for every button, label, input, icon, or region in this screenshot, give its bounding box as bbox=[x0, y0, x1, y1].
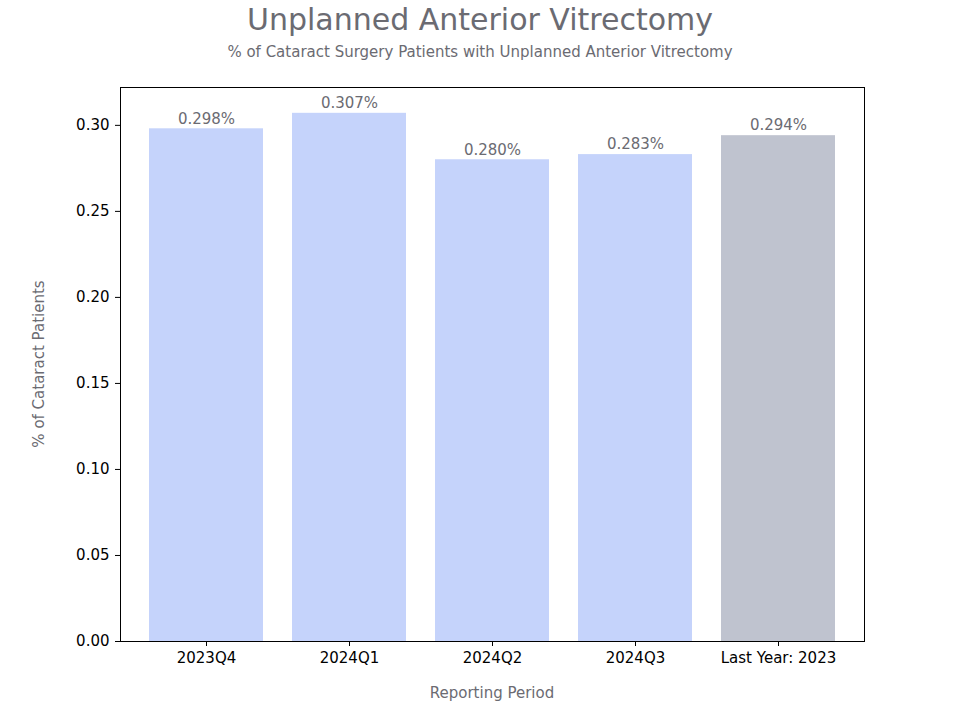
svg-text:0.294%: 0.294% bbox=[750, 116, 807, 134]
svg-text:0.25: 0.25 bbox=[76, 202, 109, 220]
svg-text:2024Q2: 2024Q2 bbox=[463, 649, 523, 667]
svg-text:% of Cataract Patients: % of Cataract Patients bbox=[30, 280, 48, 447]
svg-text:0.30: 0.30 bbox=[76, 116, 109, 134]
svg-text:0.15: 0.15 bbox=[76, 374, 109, 392]
svg-text:2024Q1: 2024Q1 bbox=[320, 649, 380, 667]
svg-text:2023Q4: 2023Q4 bbox=[177, 649, 237, 667]
svg-text:0.20: 0.20 bbox=[76, 288, 109, 306]
svg-text:0.05: 0.05 bbox=[76, 546, 109, 564]
svg-text:0.10: 0.10 bbox=[76, 460, 109, 478]
svg-text:Last Year: 2023: Last Year: 2023 bbox=[721, 649, 837, 667]
svg-text:0.280%: 0.280% bbox=[464, 141, 521, 159]
svg-text:0.307%: 0.307% bbox=[321, 94, 378, 112]
html-text:% of Cataract Surgery Patients: % of Cataract Surgery Patients with Unpl… bbox=[227, 43, 733, 61]
svg-text:2024Q3: 2024Q3 bbox=[606, 649, 666, 667]
svg-text:Reporting Period: Reporting Period bbox=[430, 684, 554, 702]
html-text:Unplanned Anterior Vitrectomy: Unplanned Anterior Vitrectomy bbox=[246, 2, 714, 37]
svg-text:0.283%: 0.283% bbox=[607, 135, 664, 153]
svg-text:0.298%: 0.298% bbox=[178, 110, 235, 128]
svg-text:0.00: 0.00 bbox=[76, 632, 109, 650]
